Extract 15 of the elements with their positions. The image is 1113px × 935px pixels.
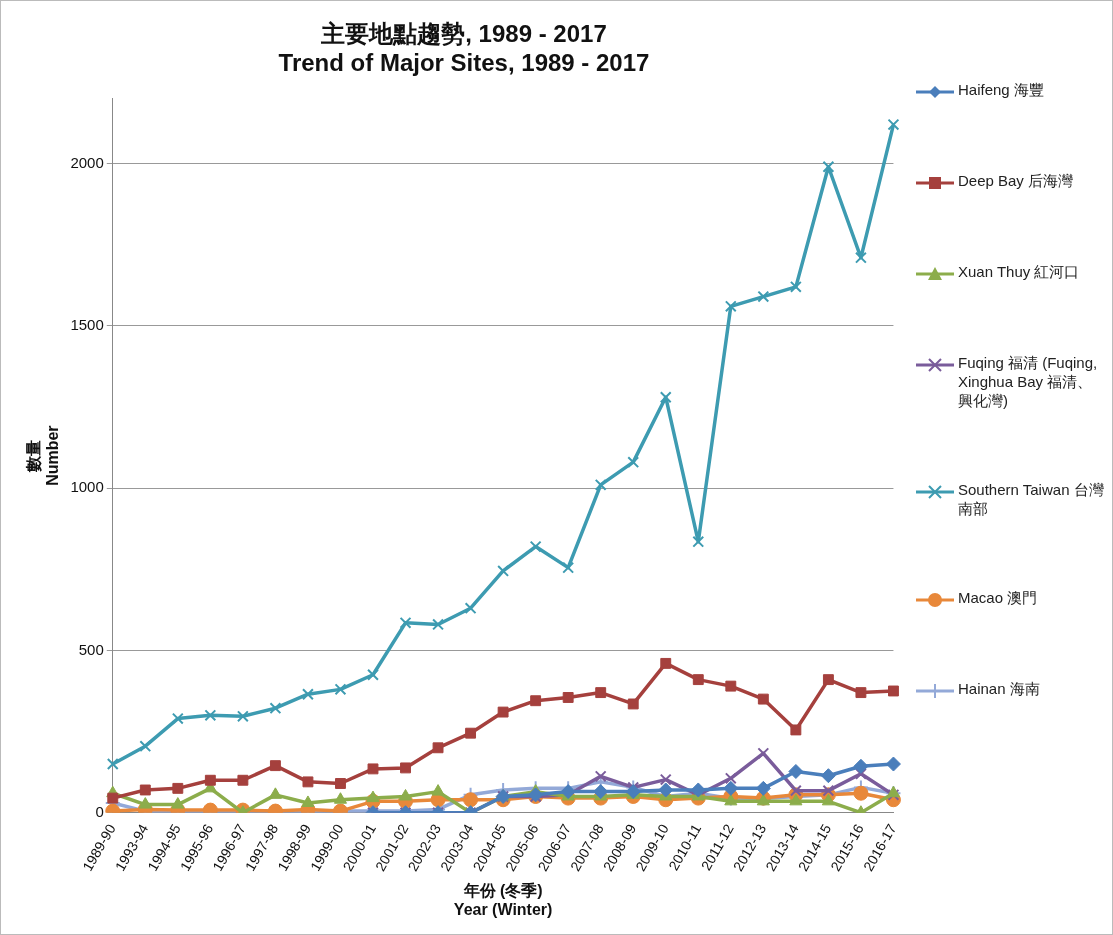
legend-label: Hainan 海南 bbox=[958, 680, 1040, 699]
legend-label: Southern Taiwan 台灣南部 bbox=[958, 481, 1105, 519]
legend-label: Haifeng 海豐 bbox=[958, 81, 1044, 100]
legend-label: Macao 澳門 bbox=[958, 589, 1038, 608]
y-tick-label: 1000 bbox=[70, 478, 104, 496]
y-tick-label: 0 bbox=[95, 802, 104, 820]
y-axis-title: 數量 Number bbox=[25, 425, 62, 486]
legend-label: Deep Bay 后海灣 bbox=[958, 172, 1074, 191]
legend-label: Xuan Thuy 紅河口 bbox=[958, 263, 1080, 282]
legend-label: Fuqing 福清 (Fuqing, Xinghua Bay 福清、興化灣) bbox=[958, 354, 1099, 411]
y-tick-label: 500 bbox=[78, 640, 104, 658]
chart-title: 主要地點趨勢, 1989 - 2017 Trend of Major Sites, 1989 - 2017 bbox=[278, 20, 650, 76]
y-tick-label: 2000 bbox=[70, 153, 104, 171]
y-tick-label: 1500 bbox=[70, 315, 104, 333]
x-axis-title: 年份 (冬季) Year (Winter) bbox=[453, 881, 553, 918]
